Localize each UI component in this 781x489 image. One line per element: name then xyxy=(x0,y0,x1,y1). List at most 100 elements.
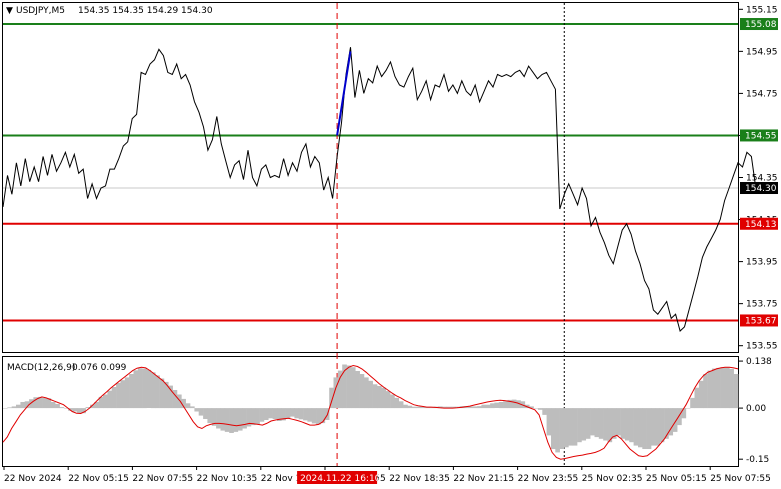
macd-bar xyxy=(616,408,621,436)
macd-bar xyxy=(294,408,300,419)
price-tick-label: 154.35 xyxy=(746,174,778,184)
macd-bar xyxy=(725,367,730,409)
macd-bar xyxy=(272,408,278,419)
price-tick-label: 153.55 xyxy=(746,342,778,352)
macd-bar xyxy=(107,390,113,409)
time-label: 25 Nov 05:15 xyxy=(646,474,707,484)
macd-bar xyxy=(76,408,82,414)
macd-bar xyxy=(268,408,273,419)
time-label: 22 Nov 2024 xyxy=(4,474,62,484)
macd-bar xyxy=(298,408,304,420)
macd-bar xyxy=(572,408,578,446)
macd-bar xyxy=(7,407,12,409)
macd-bar xyxy=(316,408,321,425)
macd-bar xyxy=(307,408,313,422)
macd-bar xyxy=(133,370,139,409)
macd-bar xyxy=(485,404,491,409)
macd-bar xyxy=(503,401,508,409)
macd-bar xyxy=(559,408,565,449)
macd-bar xyxy=(359,374,365,409)
macd-axis: 0.138 0.00 -0.15 xyxy=(739,357,772,465)
macd-bar xyxy=(707,370,713,409)
macd-bar xyxy=(598,408,604,439)
macd-bar xyxy=(703,374,708,409)
macd-bar xyxy=(163,381,169,409)
macd-bar xyxy=(585,408,591,439)
macd-bar xyxy=(229,408,234,433)
macd-bar xyxy=(198,408,204,416)
macd-bar xyxy=(181,398,186,409)
macd-bar xyxy=(329,387,334,409)
macd-bar xyxy=(85,407,91,409)
ohlc-label: 154.35 154.35 154.29 154.30 xyxy=(78,6,213,16)
macd-bar xyxy=(564,408,569,448)
macd-bar xyxy=(451,406,456,409)
price-series xyxy=(2,47,757,332)
macd-bar xyxy=(81,408,86,414)
macd-bar xyxy=(542,408,547,415)
macd-bar xyxy=(685,408,691,409)
macd-bar xyxy=(372,384,378,409)
macd-bar xyxy=(716,367,721,409)
macd-bar xyxy=(381,387,387,409)
macd-bar xyxy=(246,408,252,427)
price-tick-label: 155.15 xyxy=(746,5,778,15)
macd-bar xyxy=(155,375,160,409)
macd-bar xyxy=(350,367,356,409)
time-label: 22 Nov 07:55 xyxy=(132,474,193,484)
macd-bar xyxy=(533,408,539,409)
macd-bar xyxy=(477,406,482,409)
macd-bar xyxy=(368,380,373,409)
level-lines xyxy=(3,23,738,322)
macd-bar xyxy=(50,402,56,409)
level-label-box-0 xyxy=(740,18,778,31)
macd-bar xyxy=(342,364,347,409)
macd-bar xyxy=(729,368,734,409)
macd-bar xyxy=(242,408,247,429)
macd-bar xyxy=(611,408,617,439)
macd-bar xyxy=(90,404,95,409)
macd-bar xyxy=(698,380,704,409)
level-label-box-3 xyxy=(740,314,778,327)
macd-bar xyxy=(355,371,360,409)
price-panel-frame xyxy=(2,2,739,353)
macd-bar xyxy=(416,406,421,409)
macd-bar xyxy=(16,404,21,409)
macd-bar xyxy=(216,408,221,429)
macd-bar xyxy=(237,408,243,431)
macd-panel-frame xyxy=(2,356,739,467)
dropdown-icon[interactable]: ▼ xyxy=(6,6,13,16)
macd-bar xyxy=(364,377,369,409)
macd-bar xyxy=(103,394,108,409)
macd-bar xyxy=(277,408,282,421)
macd-bar xyxy=(311,408,317,424)
macd-bar xyxy=(733,374,739,409)
macd-bar xyxy=(577,408,582,443)
macd-bar xyxy=(98,396,104,409)
macd-bar xyxy=(194,408,200,412)
macd-bar xyxy=(24,401,30,409)
time-axis: 22 Nov 2024 22 Nov 05:15 22 Nov 07:55 22 No… xyxy=(3,466,771,484)
macd-bar xyxy=(211,408,217,426)
macd-bar xyxy=(233,408,239,432)
macd-bar xyxy=(507,399,513,409)
macd-bar xyxy=(281,408,286,421)
macd-bar xyxy=(172,390,178,409)
macd-bar xyxy=(472,406,478,409)
macd-bar xyxy=(63,408,69,409)
macd-bar xyxy=(481,404,487,409)
price-tick-label: 153.75 xyxy=(746,300,778,310)
macd-bar xyxy=(29,399,34,409)
macd-bar xyxy=(42,397,47,409)
macd-bar xyxy=(581,408,587,441)
macd-bar xyxy=(55,404,60,409)
macd-bar xyxy=(116,382,121,409)
macd-bar xyxy=(250,408,256,426)
macd-bar xyxy=(403,404,408,409)
macd-bar xyxy=(442,406,447,409)
macd-bar xyxy=(68,408,73,411)
macd-bar xyxy=(594,408,600,438)
price-tick-label: 153.95 xyxy=(746,258,778,268)
macd-bar xyxy=(633,408,639,446)
highlight-time-label: 2024.11.22 16:10 xyxy=(300,474,381,484)
